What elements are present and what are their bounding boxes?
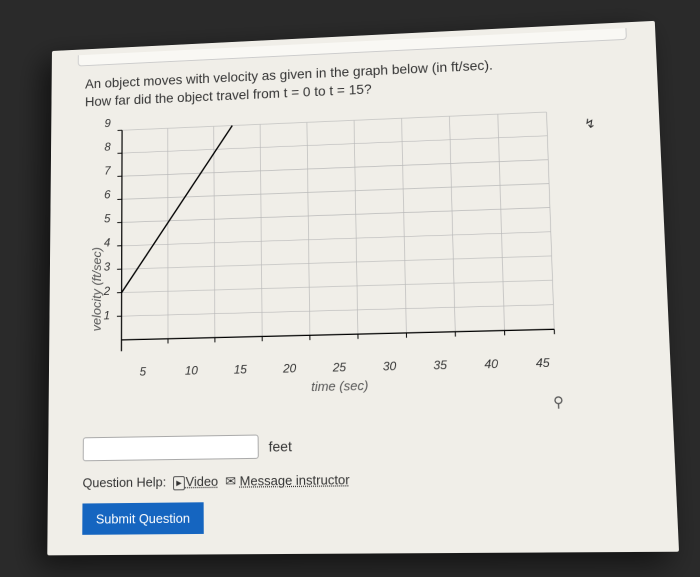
xtick: 35 bbox=[415, 357, 466, 372]
xtick: 20 bbox=[265, 360, 315, 375]
question-card: An object moves with velocity as given i… bbox=[47, 20, 679, 554]
message-instructor-link[interactable]: Message instructor bbox=[240, 471, 350, 488]
xtick: 25 bbox=[314, 359, 364, 374]
magnify-icon[interactable]: ⚲ bbox=[553, 393, 564, 411]
x-axis-label: time (sec) bbox=[119, 373, 570, 397]
video-link[interactable]: Video bbox=[186, 473, 219, 489]
xtick: 10 bbox=[167, 362, 216, 377]
answer-unit: feet bbox=[269, 437, 292, 454]
answer-input[interactable] bbox=[83, 434, 259, 461]
annotate-icon[interactable]: ↯ bbox=[560, 115, 596, 132]
submit-button[interactable]: Submit Question bbox=[82, 502, 204, 535]
y-axis-ticks: 9 8 7 6 5 4 3 2 1 bbox=[104, 122, 111, 339]
help-label: Question Help: bbox=[83, 474, 167, 490]
chart-container: velocity (ft/sec) 9 8 7 6 5 4 3 2 1 bbox=[83, 100, 634, 419]
velocity-chart bbox=[114, 103, 563, 359]
y-axis-label: velocity (ft/sec) bbox=[83, 123, 105, 419]
xtick: 15 bbox=[216, 361, 265, 376]
xtick: 5 bbox=[119, 363, 167, 378]
xtick: 45 bbox=[517, 355, 569, 370]
xtick: 30 bbox=[364, 358, 415, 373]
help-row: Question Help: ▸Video ✉ Message instruct… bbox=[83, 468, 638, 491]
mail-icon: ✉ bbox=[225, 473, 236, 488]
play-icon: ▸ bbox=[173, 475, 184, 489]
xtick: 40 bbox=[465, 356, 517, 371]
ytick: 1 bbox=[104, 315, 110, 340]
answer-row: feet bbox=[83, 428, 637, 461]
